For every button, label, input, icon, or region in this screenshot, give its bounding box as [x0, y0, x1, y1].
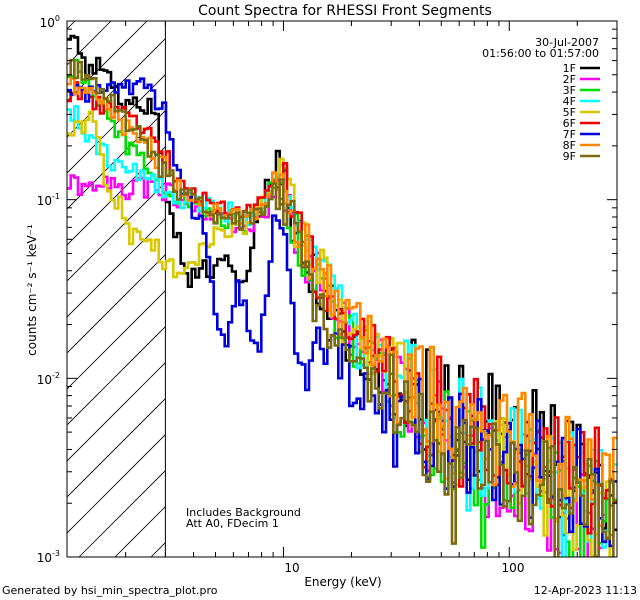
axis-ticks	[67, 20, 618, 558]
svg-text:10-3: 10-3	[37, 549, 60, 565]
footer-timestamp: 12-Apr-2023 11:13	[534, 584, 637, 597]
legend-label-2F: 2F	[563, 73, 576, 86]
y-tick-label-1: 100	[40, 14, 60, 30]
footer-generated-by: Generated by hsi_min_spectra_plot.pro	[2, 584, 218, 597]
legend-label-1F: 1F	[563, 62, 576, 75]
x-tick-label-100: 100	[502, 561, 525, 575]
legend-label-6F: 6F	[563, 117, 576, 130]
y-tick-base: 10	[37, 194, 52, 208]
legend-label-5F: 5F	[563, 106, 576, 119]
annotation-background: Includes Background	[186, 506, 301, 519]
y-tick-label-0.001: 10-3	[37, 549, 60, 565]
svg-text:100: 100	[40, 14, 60, 30]
y-tick-exp: -1	[52, 192, 60, 201]
hatch-line	[67, 434, 166, 534]
y-tick-exp: -3	[52, 549, 60, 558]
time-range-label: 01:56:00 to 01:57:00	[482, 47, 599, 60]
series-9F	[67, 58, 615, 557]
hatch-line	[67, 74, 166, 174]
hatch-line	[67, 254, 166, 354]
plot-frame	[66, 20, 618, 558]
legend-label-8F: 8F	[563, 139, 576, 152]
y-tick-base: 10	[37, 551, 52, 565]
legend-label-7F: 7F	[563, 128, 576, 141]
x-axis-label: Energy (keV)	[304, 575, 381, 589]
y-tick-base: 10	[40, 16, 55, 30]
y-tick-label-0.1: 10-1	[37, 192, 60, 208]
y-axis-label: counts cm⁻² s⁻¹ keV⁻¹	[25, 224, 39, 356]
x-tick-label-10: 10	[284, 561, 299, 575]
legend-label-9F: 9F	[563, 150, 576, 163]
chart-title: Count Spectra for RHESSI Front Segments	[198, 3, 492, 19]
hatch-line	[67, 218, 166, 318]
series-group	[67, 34, 617, 557]
y-tick-exp: 0	[55, 14, 60, 23]
date-label: 30-Jul-2007	[535, 36, 599, 49]
legend-label-3F: 3F	[563, 84, 576, 97]
legend-label-4F: 4F	[563, 95, 576, 108]
svg-text:10-1: 10-1	[37, 192, 60, 208]
y-tick-exp: -2	[52, 371, 60, 380]
annotation-attenuator: Att A0, FDecim 1	[186, 517, 279, 530]
y-tick-label-0.01: 10-2	[37, 371, 60, 387]
svg-text:10-2: 10-2	[37, 371, 60, 387]
y-tick-base: 10	[37, 373, 52, 387]
hatch-line	[67, 398, 166, 498]
hatch-line	[67, 38, 166, 138]
